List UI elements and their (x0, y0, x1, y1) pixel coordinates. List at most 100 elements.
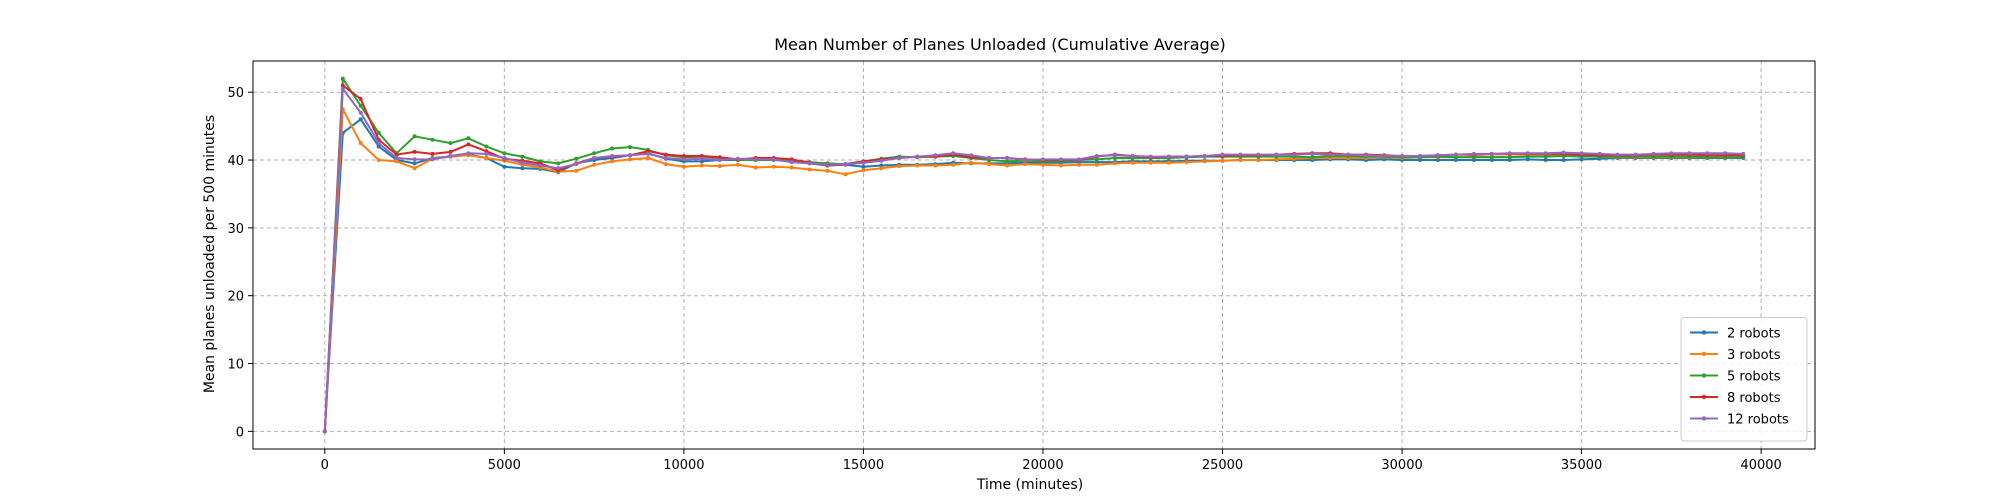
data-point (1184, 154, 1189, 159)
data-point (1687, 151, 1692, 156)
data-point (574, 156, 579, 161)
data-point (1076, 162, 1081, 167)
data-point (430, 137, 435, 142)
data-point (610, 154, 615, 158)
data-point (915, 154, 920, 159)
y-tick-label: 30 (227, 222, 244, 237)
data-point (1130, 160, 1135, 165)
data-point (1328, 152, 1333, 157)
series-lines (322, 76, 1746, 434)
y-tick-label: 10 (227, 358, 244, 373)
data-point (933, 153, 938, 158)
data-point (861, 164, 866, 169)
data-point (1453, 152, 1458, 157)
data-point (951, 151, 956, 156)
data-point (1220, 152, 1225, 157)
data-point (1382, 154, 1387, 158)
legend-item: 3 robots (1690, 348, 1781, 363)
data-point (1094, 154, 1099, 158)
data-point (1651, 151, 1656, 156)
data-point (484, 144, 489, 149)
data-point (843, 162, 848, 167)
data-point (879, 158, 884, 163)
y-tick-label: 0 (236, 425, 244, 440)
data-point (1346, 152, 1351, 157)
data-point (1489, 151, 1494, 156)
legend-item: 2 robots (1690, 327, 1781, 342)
legend-item: 8 robots (1690, 391, 1781, 406)
legend-marker (1701, 351, 1707, 357)
data-point (556, 161, 561, 166)
data-point (376, 130, 381, 135)
data-point (1400, 154, 1405, 158)
x-axis-ticks: 0 5000 10000 15000 20000 25000 30000 35000 40000 (321, 449, 1782, 473)
data-point (376, 141, 381, 146)
x-tick-label: 10000 (663, 458, 704, 473)
data-point (628, 153, 632, 158)
y-tick-label: 40 (227, 154, 244, 169)
data-point (879, 166, 884, 171)
chart-title: Mean Number of Planes Unloaded (Cumulati… (774, 35, 1226, 54)
data-point (592, 156, 597, 160)
data-point (394, 152, 399, 157)
legend-marker (1701, 394, 1707, 400)
data-point (592, 162, 597, 167)
data-point (1436, 153, 1440, 158)
data-point (1256, 158, 1261, 162)
data-point (592, 151, 597, 156)
data-point (502, 156, 507, 160)
data-point (1058, 163, 1063, 168)
data-point (1418, 154, 1422, 158)
data-point (466, 136, 471, 141)
data-point (412, 157, 417, 162)
data-point (1364, 153, 1369, 158)
data-point (1041, 162, 1045, 167)
data-point (412, 166, 417, 171)
data-point (484, 156, 489, 160)
data-point (771, 157, 776, 162)
data-point (1274, 157, 1279, 162)
data-point (1561, 158, 1566, 162)
data-point (556, 166, 561, 171)
data-point (681, 164, 686, 169)
data-point (1058, 157, 1063, 162)
data-point (1525, 157, 1530, 162)
x-tick-label: 0 (321, 458, 329, 473)
data-point (663, 162, 668, 167)
data-point (1615, 152, 1620, 157)
data-point (1579, 157, 1584, 162)
data-point (340, 86, 345, 91)
data-point (933, 163, 938, 168)
data-point (484, 151, 489, 156)
series-line (323, 77, 1744, 432)
data-point (1471, 151, 1476, 156)
data-point (1112, 161, 1117, 166)
legend-marker (1701, 416, 1707, 421)
data-point (1148, 160, 1153, 165)
series-12-robots (322, 86, 1746, 434)
legend: 2 robots 3 robots 5 robots 8 robots 12 robot… (1680, 317, 1808, 442)
data-point (1741, 151, 1746, 156)
data-point (358, 103, 363, 108)
legend-label: 12 robots (1727, 413, 1789, 428)
data-point (861, 160, 866, 165)
legend-item: 12 robots (1690, 413, 1789, 428)
data-point (753, 165, 758, 170)
data-point (735, 162, 740, 167)
data-point (1023, 158, 1027, 162)
data-point (807, 167, 812, 172)
data-point (897, 164, 902, 169)
data-point (520, 166, 525, 171)
data-point (1238, 158, 1243, 162)
data-point (412, 161, 417, 166)
data-point (807, 161, 812, 166)
data-point (1005, 156, 1010, 160)
legend-label: 8 robots (1727, 391, 1781, 406)
data-point (1543, 151, 1548, 156)
data-point (987, 162, 992, 167)
data-point (1005, 159, 1010, 164)
data-point (1094, 157, 1099, 162)
data-point (663, 152, 668, 157)
data-point (681, 157, 686, 162)
x-tick-label: 20000 (1022, 458, 1063, 473)
